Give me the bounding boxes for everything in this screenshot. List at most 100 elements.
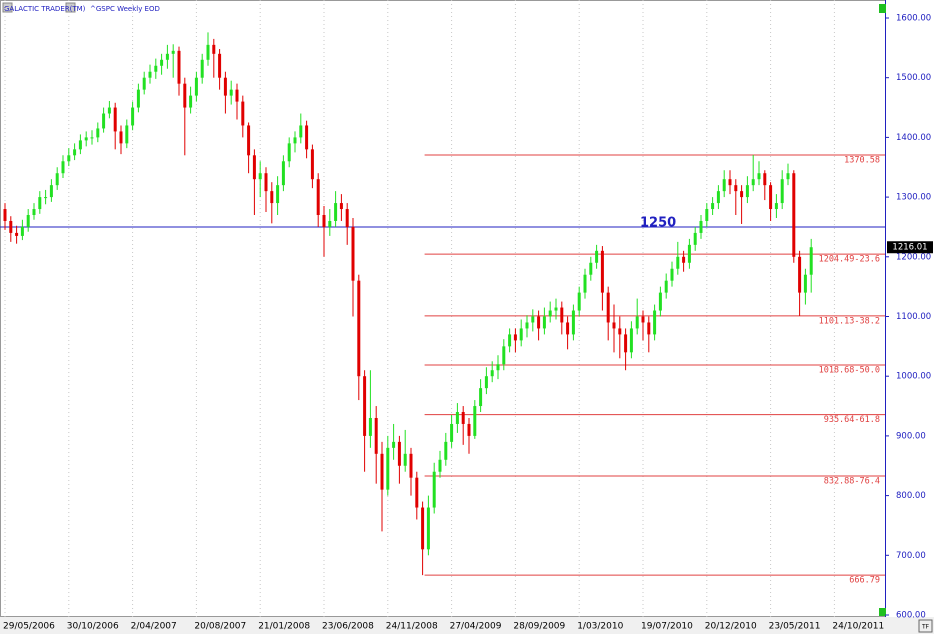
fib-label: 1018.68-50.0 [819, 366, 880, 376]
candle-body [148, 71, 152, 78]
candle-body [276, 185, 280, 204]
candle-body [160, 59, 164, 66]
candle-body [629, 328, 633, 353]
candle-body [589, 262, 593, 275]
candle-body [653, 310, 657, 335]
candle-body [809, 247, 813, 275]
candle-body [322, 215, 326, 227]
candle-body [682, 256, 686, 263]
candle-body [403, 453, 407, 466]
y-tick-label: 1000.00 [896, 372, 931, 382]
fib-label: 1204.49-23.6 [819, 255, 880, 265]
icon[interactable] [2, 2, 13, 13]
candle-body [774, 203, 778, 210]
candle-body [142, 77, 146, 90]
y-tick-label: 1600.00 [896, 14, 931, 24]
candle-body [345, 209, 349, 227]
candle-body [542, 316, 546, 329]
candle-body [647, 322, 651, 335]
y-tick-label: 700.00 [896, 551, 926, 561]
candle-body [44, 197, 48, 199]
candle-body [183, 83, 187, 108]
candle-body [67, 155, 71, 162]
candle-body [577, 292, 581, 311]
candle-body [548, 310, 552, 317]
candle-body [554, 307, 558, 311]
y-tick-label: 1200.00 [896, 252, 931, 262]
candle-body [664, 280, 668, 293]
candle-body [154, 65, 158, 72]
candle-body [241, 101, 245, 126]
candle-body [299, 125, 303, 138]
candle-body [363, 376, 367, 436]
candle-body [624, 334, 628, 353]
fib-label: 1370.58 [844, 155, 880, 165]
candle-body [705, 209, 709, 221]
candle-body [484, 376, 488, 389]
candle-body [113, 107, 117, 132]
header-symbol: ^GSPC Weekly EOD [90, 5, 160, 13]
candle-body [15, 232, 19, 236]
candle-body [531, 316, 535, 323]
corner-marker [879, 608, 886, 616]
candle-body [334, 203, 338, 221]
candle-body [583, 274, 587, 293]
corner-button[interactable] [918, 619, 933, 633]
candle-body [26, 215, 30, 227]
candle-body [722, 179, 726, 192]
candle-body [728, 179, 732, 186]
candle-body [479, 388, 483, 407]
candle-body [745, 185, 749, 198]
candle-body [612, 322, 616, 329]
candle-body [189, 95, 193, 108]
candle-body [235, 89, 239, 102]
icon[interactable] [65, 2, 76, 13]
x-tick-label: 20/12/2010 [705, 622, 757, 632]
candle-body [438, 459, 442, 472]
candle-body [676, 256, 680, 269]
candle-body [496, 364, 500, 371]
candle-body [711, 203, 715, 210]
candle-body [229, 89, 233, 96]
candle-body [200, 59, 204, 78]
candle-body [537, 316, 541, 329]
fib-label: 832.88-76.4 [824, 476, 880, 486]
candle-body [212, 44, 216, 54]
corner-marker [879, 4, 886, 13]
candle-body [798, 256, 802, 293]
candle-body [55, 173, 59, 186]
candle-body [560, 307, 564, 323]
candle-body [769, 185, 773, 210]
candle-body [171, 50, 175, 54]
candle-body [513, 334, 517, 341]
candle-body [803, 274, 807, 293]
y-tick-label: 1500.00 [896, 73, 931, 83]
candle-body [641, 316, 645, 323]
candle-body [571, 310, 575, 335]
candle-body [751, 179, 755, 186]
y-tick-label: 800.00 [896, 491, 926, 501]
x-tick-label: 1/03/2010 [577, 622, 623, 632]
x-tick-label: 2/04/2007 [131, 622, 177, 632]
candle-body [368, 417, 372, 436]
candle-body [392, 441, 396, 448]
candle-body [658, 292, 662, 311]
candle-body [61, 161, 65, 174]
candle-body [3, 209, 7, 221]
candle-body [699, 220, 703, 233]
candle-body [467, 423, 471, 436]
candle-body [305, 125, 309, 150]
candle-body [96, 128, 100, 138]
candle-body [670, 268, 674, 281]
candle-body [415, 477, 419, 508]
candle-body [397, 441, 401, 466]
candle-body [49, 185, 53, 198]
candle-body [20, 226, 24, 236]
candle-body [293, 137, 297, 144]
fib-label: 1101.13-38.2 [819, 316, 880, 326]
candle-body [635, 316, 639, 329]
y-tick-label: 1100.00 [896, 312, 931, 322]
candle-body [432, 471, 436, 508]
candle-body [757, 173, 761, 180]
candle-body [380, 453, 384, 490]
